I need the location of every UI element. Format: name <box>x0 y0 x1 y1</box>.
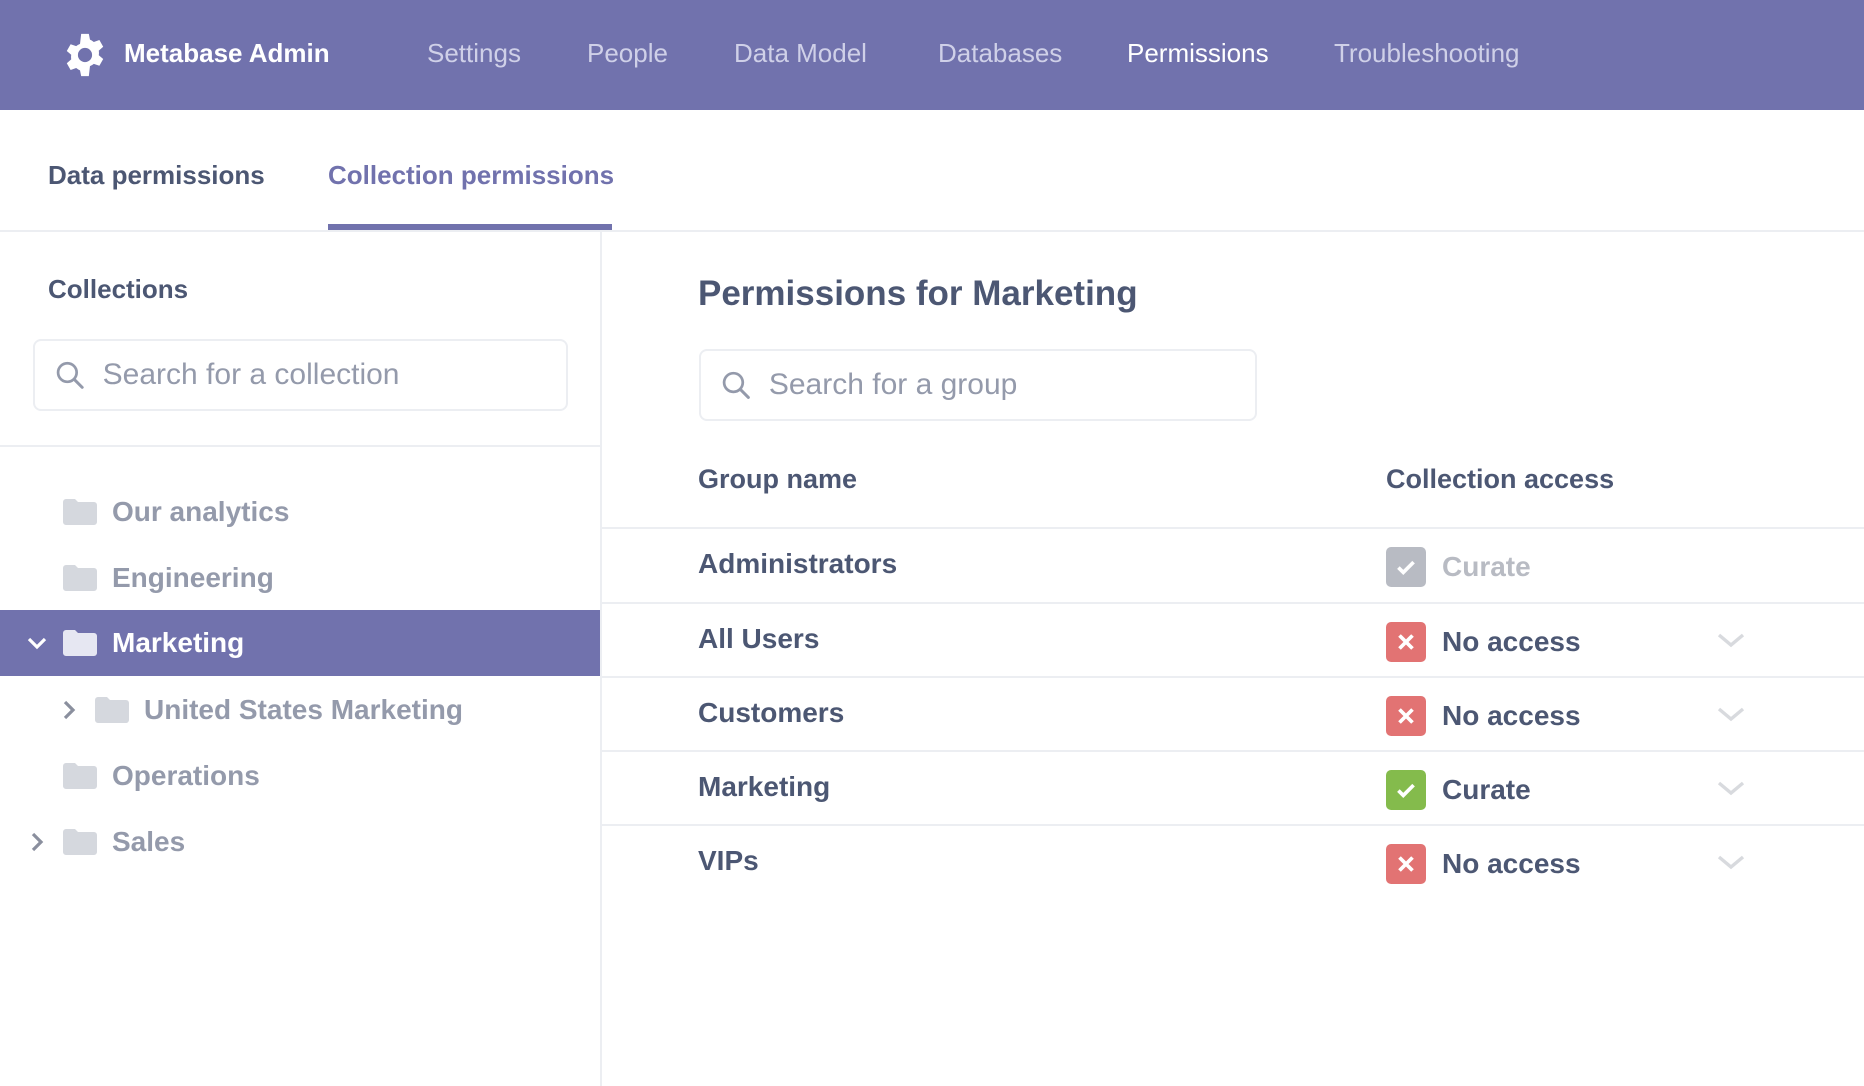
divider <box>0 230 1864 232</box>
x-icon <box>1386 696 1426 736</box>
group-name: All Users <box>698 623 820 654</box>
chevron-down-icon[interactable] <box>1716 850 1746 874</box>
app-title[interactable]: Metabase Admin <box>124 38 330 68</box>
table-row: Administrators Curate <box>600 527 1864 601</box>
access-level: Curate <box>1442 551 1531 582</box>
nav-troubleshooting[interactable]: Troubleshooting <box>1334 38 1520 68</box>
page-title: Permissions for Marketing <box>698 274 1138 313</box>
folder-icon <box>63 565 97 591</box>
collection-name: Sales <box>112 826 186 857</box>
top-nav-bar: Metabase Admin Settings People Data Mode… <box>0 0 1864 110</box>
column-header-collection-access: Collection access <box>1386 464 1615 494</box>
gear-icon[interactable] <box>62 32 108 78</box>
chevron-right-icon[interactable] <box>24 829 50 855</box>
chevron-down-icon[interactable] <box>1716 776 1746 800</box>
active-tab-indicator <box>328 224 612 230</box>
collection-search-input[interactable] <box>102 358 566 392</box>
collection-name: Operations <box>112 760 260 791</box>
table-row: Customers No access <box>600 676 1864 750</box>
sidebar-item-engineering[interactable]: Engineering <box>0 545 600 611</box>
table-row: VIPs No access <box>600 824 1864 898</box>
sidebar-item-operations[interactable]: Operations <box>0 743 600 809</box>
table-row: Marketing Curate <box>600 750 1864 824</box>
group-name: VIPs <box>698 845 759 876</box>
group-search-input[interactable] <box>768 368 1255 402</box>
tab-collection-permissions[interactable]: Collection permissions <box>328 160 615 190</box>
folder-icon <box>63 630 97 656</box>
collection-name: Marketing <box>112 627 245 658</box>
chevron-down-icon[interactable] <box>24 630 50 656</box>
nav-settings[interactable]: Settings <box>427 38 521 68</box>
collection-name: Engineering <box>112 562 274 593</box>
access-level[interactable]: Curate <box>1442 774 1531 805</box>
x-icon <box>1386 844 1426 884</box>
nav-permissions[interactable]: Permissions <box>1127 38 1269 68</box>
folder-icon <box>95 697 129 723</box>
sidebar-item-our-analytics[interactable]: Our analytics <box>0 479 600 545</box>
sidebar-heading: Collections <box>48 274 189 304</box>
access-level[interactable]: No access <box>1442 700 1581 731</box>
group-name: Customers <box>698 697 845 728</box>
search-icon <box>722 371 750 399</box>
check-icon <box>1386 770 1426 810</box>
nav-data-model[interactable]: Data Model <box>734 38 867 68</box>
tab-data-permissions[interactable]: Data permissions <box>48 160 265 190</box>
folder-icon <box>63 499 97 525</box>
column-header-group-name: Group name <box>698 464 858 494</box>
chevron-down-icon[interactable] <box>1716 702 1746 726</box>
divider <box>0 445 600 447</box>
sidebar-item-sales[interactable]: Sales <box>0 809 600 875</box>
divider <box>600 231 602 1086</box>
chevron-down-icon[interactable] <box>1716 628 1746 652</box>
folder-icon <box>63 829 97 855</box>
sidebar-item-united-states-marketing[interactable]: United States Marketing <box>0 677 600 743</box>
group-name: Administrators <box>698 548 898 579</box>
nav-databases[interactable]: Databases <box>938 38 1063 68</box>
group-search[interactable] <box>699 349 1257 421</box>
collection-search[interactable] <box>33 339 568 411</box>
search-icon <box>56 361 84 389</box>
sidebar-item-marketing[interactable]: Marketing <box>0 610 600 676</box>
table-row: All Users No access <box>600 602 1864 676</box>
x-icon <box>1386 622 1426 662</box>
check-icon <box>1386 547 1426 587</box>
folder-icon <box>63 763 97 789</box>
access-level[interactable]: No access <box>1442 848 1581 879</box>
access-level[interactable]: No access <box>1442 626 1581 657</box>
group-name: Marketing <box>698 771 831 802</box>
collection-name: Our analytics <box>112 496 290 527</box>
collection-name: United States Marketing <box>144 694 463 725</box>
chevron-right-icon[interactable] <box>56 697 82 723</box>
nav-people[interactable]: People <box>587 38 668 68</box>
